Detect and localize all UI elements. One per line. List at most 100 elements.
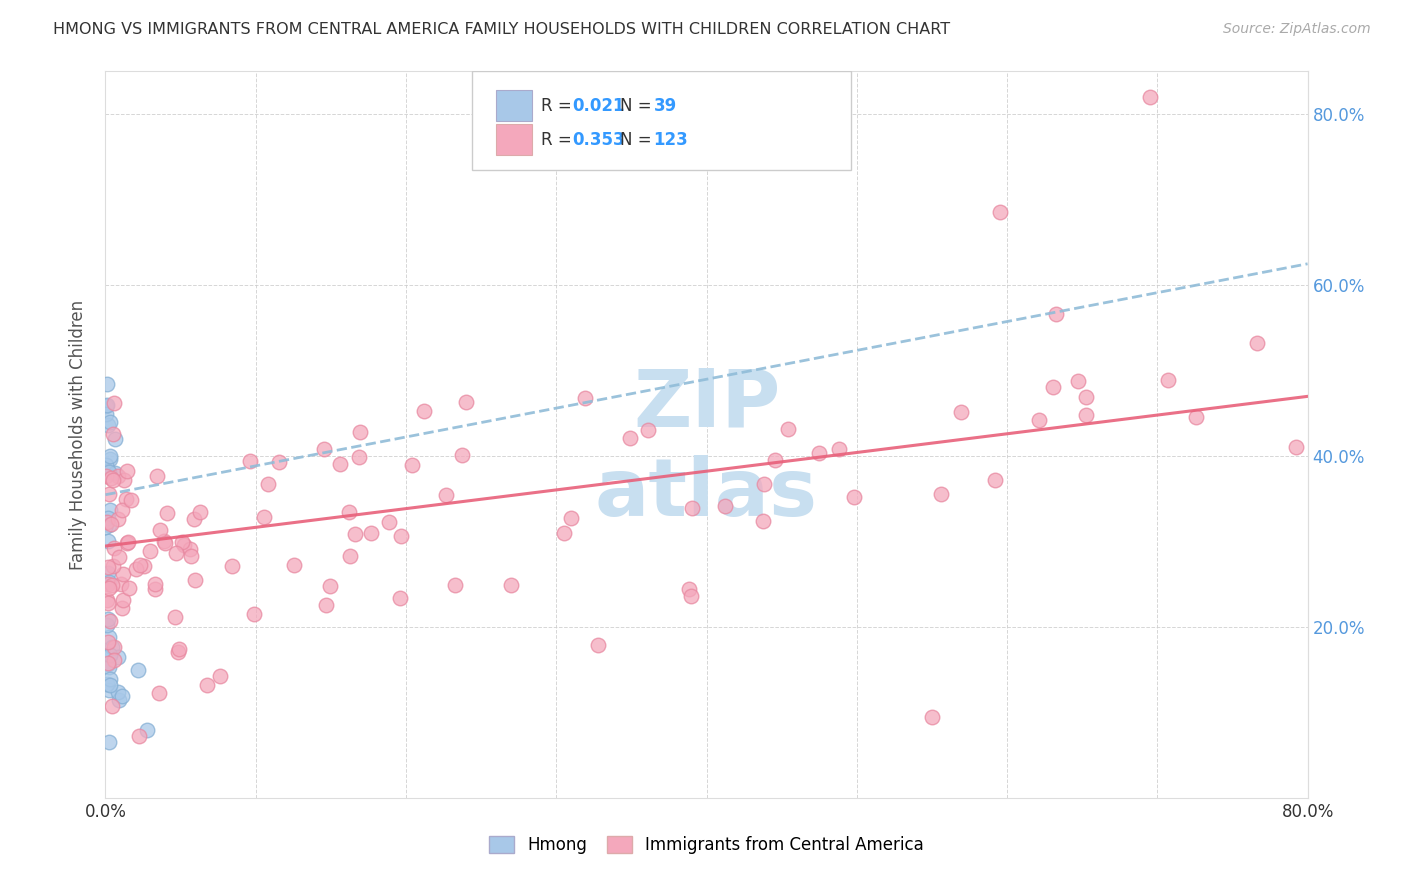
Point xyxy=(100,471,122,485)
Point xyxy=(100,698,122,713)
Point xyxy=(96,657,118,672)
Point xyxy=(314,442,336,456)
Point xyxy=(107,512,129,526)
Text: N =: N = xyxy=(620,131,657,149)
Point xyxy=(1028,412,1050,426)
Point xyxy=(1139,90,1161,104)
Point xyxy=(98,614,121,628)
Point xyxy=(97,575,120,590)
Point xyxy=(165,546,187,560)
Point xyxy=(98,672,121,686)
Point xyxy=(434,488,457,502)
Point xyxy=(97,518,120,533)
Point xyxy=(619,431,641,445)
Point xyxy=(339,549,361,564)
Point xyxy=(454,394,477,409)
Point xyxy=(560,510,582,524)
Point xyxy=(842,490,865,504)
Point xyxy=(1074,390,1097,404)
Point xyxy=(167,642,190,657)
Point xyxy=(136,723,159,737)
Point xyxy=(319,579,342,593)
Point xyxy=(451,448,474,462)
Point xyxy=(118,581,141,595)
Point xyxy=(97,464,120,478)
Point xyxy=(143,576,166,591)
Point xyxy=(443,578,465,592)
Point xyxy=(117,536,139,550)
Point xyxy=(586,638,609,652)
Point xyxy=(388,591,411,605)
Legend: Hmong, Immigrants from Central America: Hmong, Immigrants from Central America xyxy=(481,828,932,863)
Point xyxy=(114,473,136,487)
Text: ZIP
atlas: ZIP atlas xyxy=(595,366,818,533)
Point xyxy=(153,533,176,548)
Point xyxy=(1067,374,1090,388)
Point xyxy=(107,649,129,664)
Point xyxy=(98,415,121,429)
Point xyxy=(100,516,122,531)
Point xyxy=(1045,307,1067,321)
Point xyxy=(97,566,120,580)
Point xyxy=(97,635,120,649)
Point xyxy=(413,404,436,418)
Point xyxy=(1246,336,1268,351)
Point xyxy=(98,648,121,662)
Point xyxy=(501,578,523,592)
Point xyxy=(97,510,120,524)
Point xyxy=(921,710,943,724)
Point xyxy=(104,467,127,481)
Point xyxy=(100,640,122,655)
Point xyxy=(97,466,120,480)
Point xyxy=(188,504,211,518)
Point xyxy=(96,458,118,472)
Point xyxy=(104,432,127,446)
Point xyxy=(681,500,703,515)
Point xyxy=(97,577,120,591)
Point xyxy=(983,473,1005,487)
Point xyxy=(751,514,773,528)
Point xyxy=(94,520,117,534)
Point xyxy=(96,398,118,412)
Point xyxy=(98,631,121,645)
Point xyxy=(110,577,132,591)
Point xyxy=(283,558,305,572)
Point xyxy=(1185,409,1208,424)
Point xyxy=(108,549,131,564)
Point xyxy=(101,578,124,592)
Point xyxy=(929,486,952,500)
Point xyxy=(98,487,121,501)
Point xyxy=(401,458,423,473)
Point xyxy=(349,425,371,439)
Text: 0.353: 0.353 xyxy=(572,131,624,149)
Point xyxy=(949,405,972,419)
Point xyxy=(315,598,337,612)
Point xyxy=(103,653,125,667)
Text: 39: 39 xyxy=(654,96,676,114)
Point xyxy=(378,515,401,529)
Point xyxy=(98,682,121,697)
Point xyxy=(988,205,1011,219)
Point xyxy=(96,400,118,414)
Point xyxy=(97,560,120,574)
Y-axis label: Family Households with Children: Family Households with Children xyxy=(69,300,87,570)
Point xyxy=(98,582,121,596)
Text: N =: N = xyxy=(620,96,657,114)
Point xyxy=(344,527,367,541)
Point xyxy=(243,607,266,621)
Point xyxy=(127,663,149,677)
Point xyxy=(111,601,134,615)
Point xyxy=(96,377,118,392)
Point xyxy=(678,582,700,596)
Point xyxy=(120,493,142,508)
Point xyxy=(155,506,177,520)
Point xyxy=(111,503,134,517)
Point xyxy=(139,544,162,558)
Text: 0.021: 0.021 xyxy=(572,96,624,114)
Point xyxy=(267,455,290,469)
Text: R =: R = xyxy=(541,131,576,149)
Point xyxy=(208,669,231,683)
Point xyxy=(124,562,146,576)
Point xyxy=(776,422,799,436)
Point xyxy=(329,458,352,472)
